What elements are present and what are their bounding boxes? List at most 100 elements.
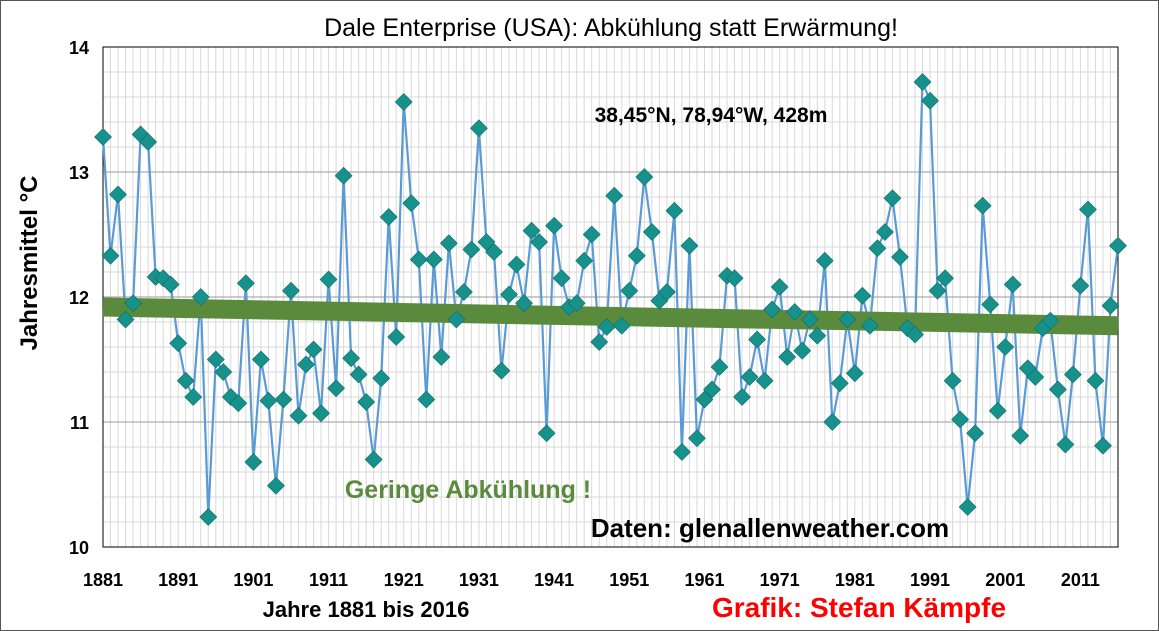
x-tick-label: 1981: [835, 570, 875, 590]
data-source: Daten: glenallenweather.com: [591, 513, 949, 543]
data-point: [763, 300, 782, 319]
y-tick-label: 14: [69, 38, 89, 58]
data-point: [530, 233, 548, 251]
data-point: [612, 316, 631, 335]
data-point: [620, 281, 639, 300]
data-point: [793, 341, 812, 360]
data-point: [244, 453, 263, 471]
data-point: [770, 278, 789, 296]
x-tick-label: 1991: [910, 570, 950, 590]
data-point: [981, 295, 1000, 314]
series-group: [94, 73, 1127, 526]
data-point: [267, 476, 285, 495]
trend-line: [102, 297, 1119, 336]
data-point: [364, 450, 383, 469]
data-point: [176, 371, 195, 390]
data-point: [94, 128, 112, 146]
data-point: [454, 283, 473, 301]
data-point: [470, 119, 488, 138]
data-point: [109, 185, 127, 204]
data-point: [507, 255, 526, 274]
data-point: [936, 269, 954, 288]
data-point: [891, 248, 909, 266]
data-point: [695, 390, 714, 409]
data-point: [590, 333, 609, 351]
data-point: [1003, 275, 1022, 294]
data-point: [740, 368, 759, 386]
data-point: [199, 508, 218, 526]
data-point: [439, 234, 458, 253]
data-point: [673, 443, 691, 461]
data-point: [642, 223, 661, 241]
data-point: [582, 225, 601, 244]
data-point: [327, 379, 345, 398]
x-tick-label: 1961: [684, 570, 724, 590]
data-point: [1011, 426, 1030, 445]
data-point: [1056, 435, 1075, 454]
trend-note: Geringe Abkühlung !: [345, 476, 591, 504]
data-point: [951, 410, 970, 429]
data-point: [567, 294, 586, 313]
data-point: [928, 281, 947, 300]
data-point: [515, 294, 533, 313]
data-point: [537, 424, 556, 443]
data-point: [462, 240, 481, 259]
data-point: [492, 361, 511, 380]
data-point: [876, 223, 894, 241]
data-point: [597, 318, 616, 336]
x-tick-label: 1911: [309, 570, 348, 590]
data-point: [349, 365, 368, 384]
data-point: [191, 288, 210, 306]
data-point: [913, 73, 932, 91]
data-point: [1063, 365, 1082, 384]
data-point: [251, 350, 270, 369]
data-point: [973, 196, 992, 215]
data-point: [477, 233, 496, 251]
data-point: [409, 250, 428, 269]
data-point: [906, 325, 924, 344]
x-tick-label: 1921: [384, 570, 424, 590]
data-point: [1048, 380, 1067, 399]
data-point: [342, 349, 361, 368]
data-point: [1026, 368, 1045, 386]
data-point: [703, 380, 721, 399]
data-point: [424, 250, 443, 269]
chart-title: Dale Enterprise (USA): Abkühlung statt E…: [324, 14, 898, 42]
data-point: [184, 388, 203, 406]
x-tick-label: 1891: [158, 570, 198, 590]
data-point: [785, 303, 804, 321]
tick-labels: 1881 1891 1901 1911 1921 1931 1941 1951 1961 1971…: [69, 38, 1100, 590]
data-point: [778, 348, 797, 366]
data-point: [845, 364, 864, 383]
y-tick-label: 12: [69, 288, 89, 308]
data-point: [372, 369, 391, 388]
data-point: [161, 275, 180, 294]
data-point: [169, 334, 188, 353]
data-point: [297, 355, 315, 374]
data-point: [1079, 200, 1097, 219]
data-point: [710, 358, 729, 376]
data-point: [860, 316, 879, 335]
data-point: [575, 251, 594, 270]
data-point: [545, 216, 564, 235]
plot-area-border: [102, 46, 1119, 548]
data-point: [522, 221, 541, 240]
data-point: [808, 326, 827, 345]
data-point: [387, 328, 406, 346]
data-point: [748, 330, 767, 349]
data-point: [357, 393, 376, 411]
x-tick-label: 1901: [233, 570, 273, 590]
data-point: [282, 281, 300, 300]
data-point: [1101, 296, 1120, 315]
data-point: [665, 201, 684, 220]
data-point: [1071, 276, 1090, 295]
data-point: [830, 374, 849, 393]
data-point: [214, 363, 233, 381]
data-point: [868, 239, 887, 258]
data-point: [259, 391, 278, 410]
x-tick-label: 2001: [985, 570, 1025, 590]
data-point: [680, 236, 699, 255]
x-tick-label: 1881: [83, 570, 123, 590]
data-point: [988, 401, 1007, 420]
